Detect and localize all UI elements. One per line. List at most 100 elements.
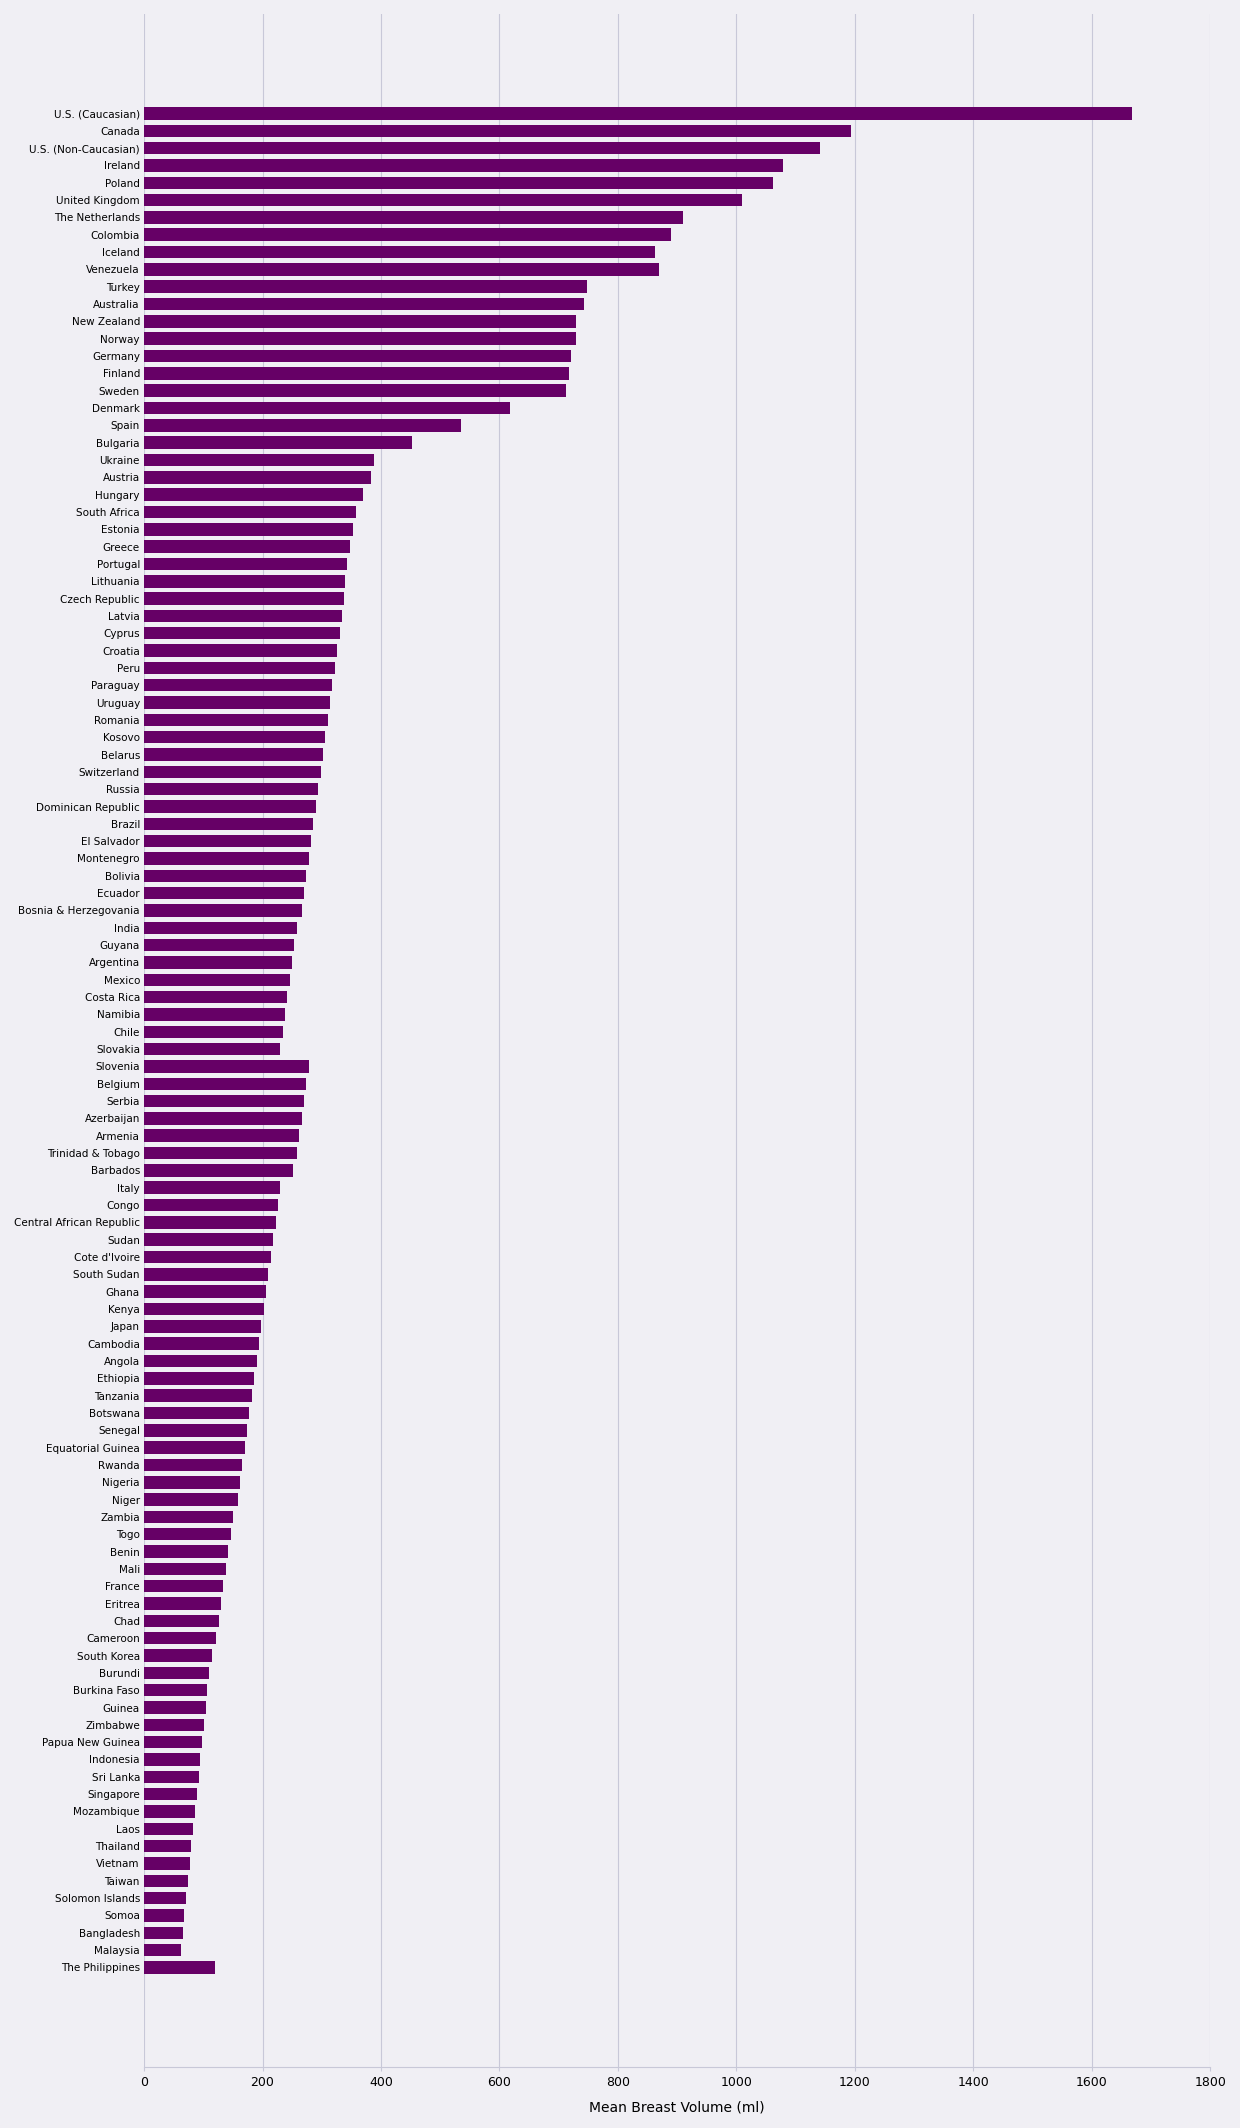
Bar (144, 1875, 188, 1888)
X-axis label: Mean Breast Volume (ml): Mean Breast Volume (ml) (589, 2100, 765, 2113)
Bar (144, 662, 335, 675)
Bar (144, 817, 314, 830)
Bar (144, 938, 294, 951)
Bar (144, 332, 577, 345)
Bar (144, 713, 327, 726)
Bar (144, 106, 1132, 119)
Bar (144, 1373, 254, 1385)
Bar (144, 1285, 267, 1298)
Bar (144, 1043, 280, 1055)
Bar (144, 1407, 249, 1419)
Bar (144, 489, 363, 500)
Bar (144, 1147, 296, 1160)
Bar (144, 1164, 294, 1177)
Bar (144, 1649, 212, 1662)
Bar (144, 1719, 203, 1730)
Bar (144, 766, 321, 779)
Bar (144, 732, 325, 743)
Bar (144, 1909, 185, 1922)
Bar (144, 194, 743, 206)
Bar (144, 1060, 309, 1073)
Bar (144, 1130, 299, 1143)
Bar (144, 453, 374, 466)
Bar (144, 800, 316, 813)
Bar (144, 1770, 198, 1783)
Bar (144, 126, 851, 136)
Bar (144, 592, 345, 604)
Bar (144, 1441, 244, 1453)
Bar (144, 870, 306, 883)
Bar (144, 1615, 218, 1628)
Bar (144, 419, 461, 432)
Bar (144, 1319, 262, 1332)
Bar (144, 834, 311, 847)
Bar (144, 160, 784, 172)
Bar (144, 1962, 215, 1973)
Bar (144, 611, 342, 621)
Bar (144, 211, 683, 223)
Bar (144, 349, 570, 362)
Bar (144, 385, 565, 398)
Bar (144, 1215, 275, 1228)
Bar (144, 1926, 182, 1939)
Bar (144, 679, 332, 692)
Bar (144, 1943, 181, 1956)
Bar (144, 436, 413, 449)
Bar (144, 1528, 231, 1541)
Bar (144, 1511, 233, 1524)
Bar (144, 1753, 201, 1766)
Bar (144, 1009, 285, 1021)
Bar (144, 783, 319, 796)
Bar (144, 972, 290, 985)
Bar (144, 143, 821, 155)
Bar (144, 1822, 193, 1834)
Bar (144, 298, 584, 311)
Bar (144, 281, 587, 294)
Bar (144, 1477, 241, 1487)
Bar (144, 645, 337, 658)
Bar (144, 628, 340, 641)
Bar (144, 1113, 301, 1124)
Bar (144, 264, 660, 277)
Bar (144, 558, 347, 570)
Bar (144, 1545, 228, 1558)
Bar (144, 1892, 186, 1905)
Bar (144, 921, 296, 934)
Bar (144, 1700, 206, 1713)
Bar (144, 402, 510, 415)
Bar (144, 541, 350, 553)
Bar (144, 696, 330, 709)
Bar (144, 1390, 252, 1402)
Bar (144, 228, 671, 240)
Bar (144, 1077, 306, 1090)
Bar (144, 1805, 195, 1817)
Bar (144, 1181, 280, 1194)
Bar (144, 1598, 221, 1609)
Bar (144, 470, 372, 483)
Bar (144, 368, 569, 379)
Bar (144, 749, 322, 762)
Bar (144, 1683, 207, 1696)
Bar (144, 1494, 238, 1507)
Bar (144, 1302, 264, 1315)
Bar (144, 1458, 242, 1470)
Bar (144, 1094, 304, 1107)
Bar (144, 575, 346, 587)
Bar (144, 1026, 283, 1038)
Bar (144, 523, 352, 536)
Bar (144, 955, 293, 968)
Bar (144, 177, 773, 189)
Bar (144, 1198, 278, 1211)
Bar (144, 1632, 216, 1645)
Bar (144, 1788, 197, 1800)
Bar (144, 1234, 273, 1245)
Bar (144, 1268, 268, 1281)
Bar (144, 1579, 223, 1592)
Bar (144, 1356, 257, 1366)
Bar (144, 887, 304, 900)
Bar (144, 904, 301, 917)
Bar (144, 247, 655, 257)
Bar (144, 1858, 190, 1871)
Bar (144, 1424, 247, 1436)
Bar (144, 1251, 270, 1264)
